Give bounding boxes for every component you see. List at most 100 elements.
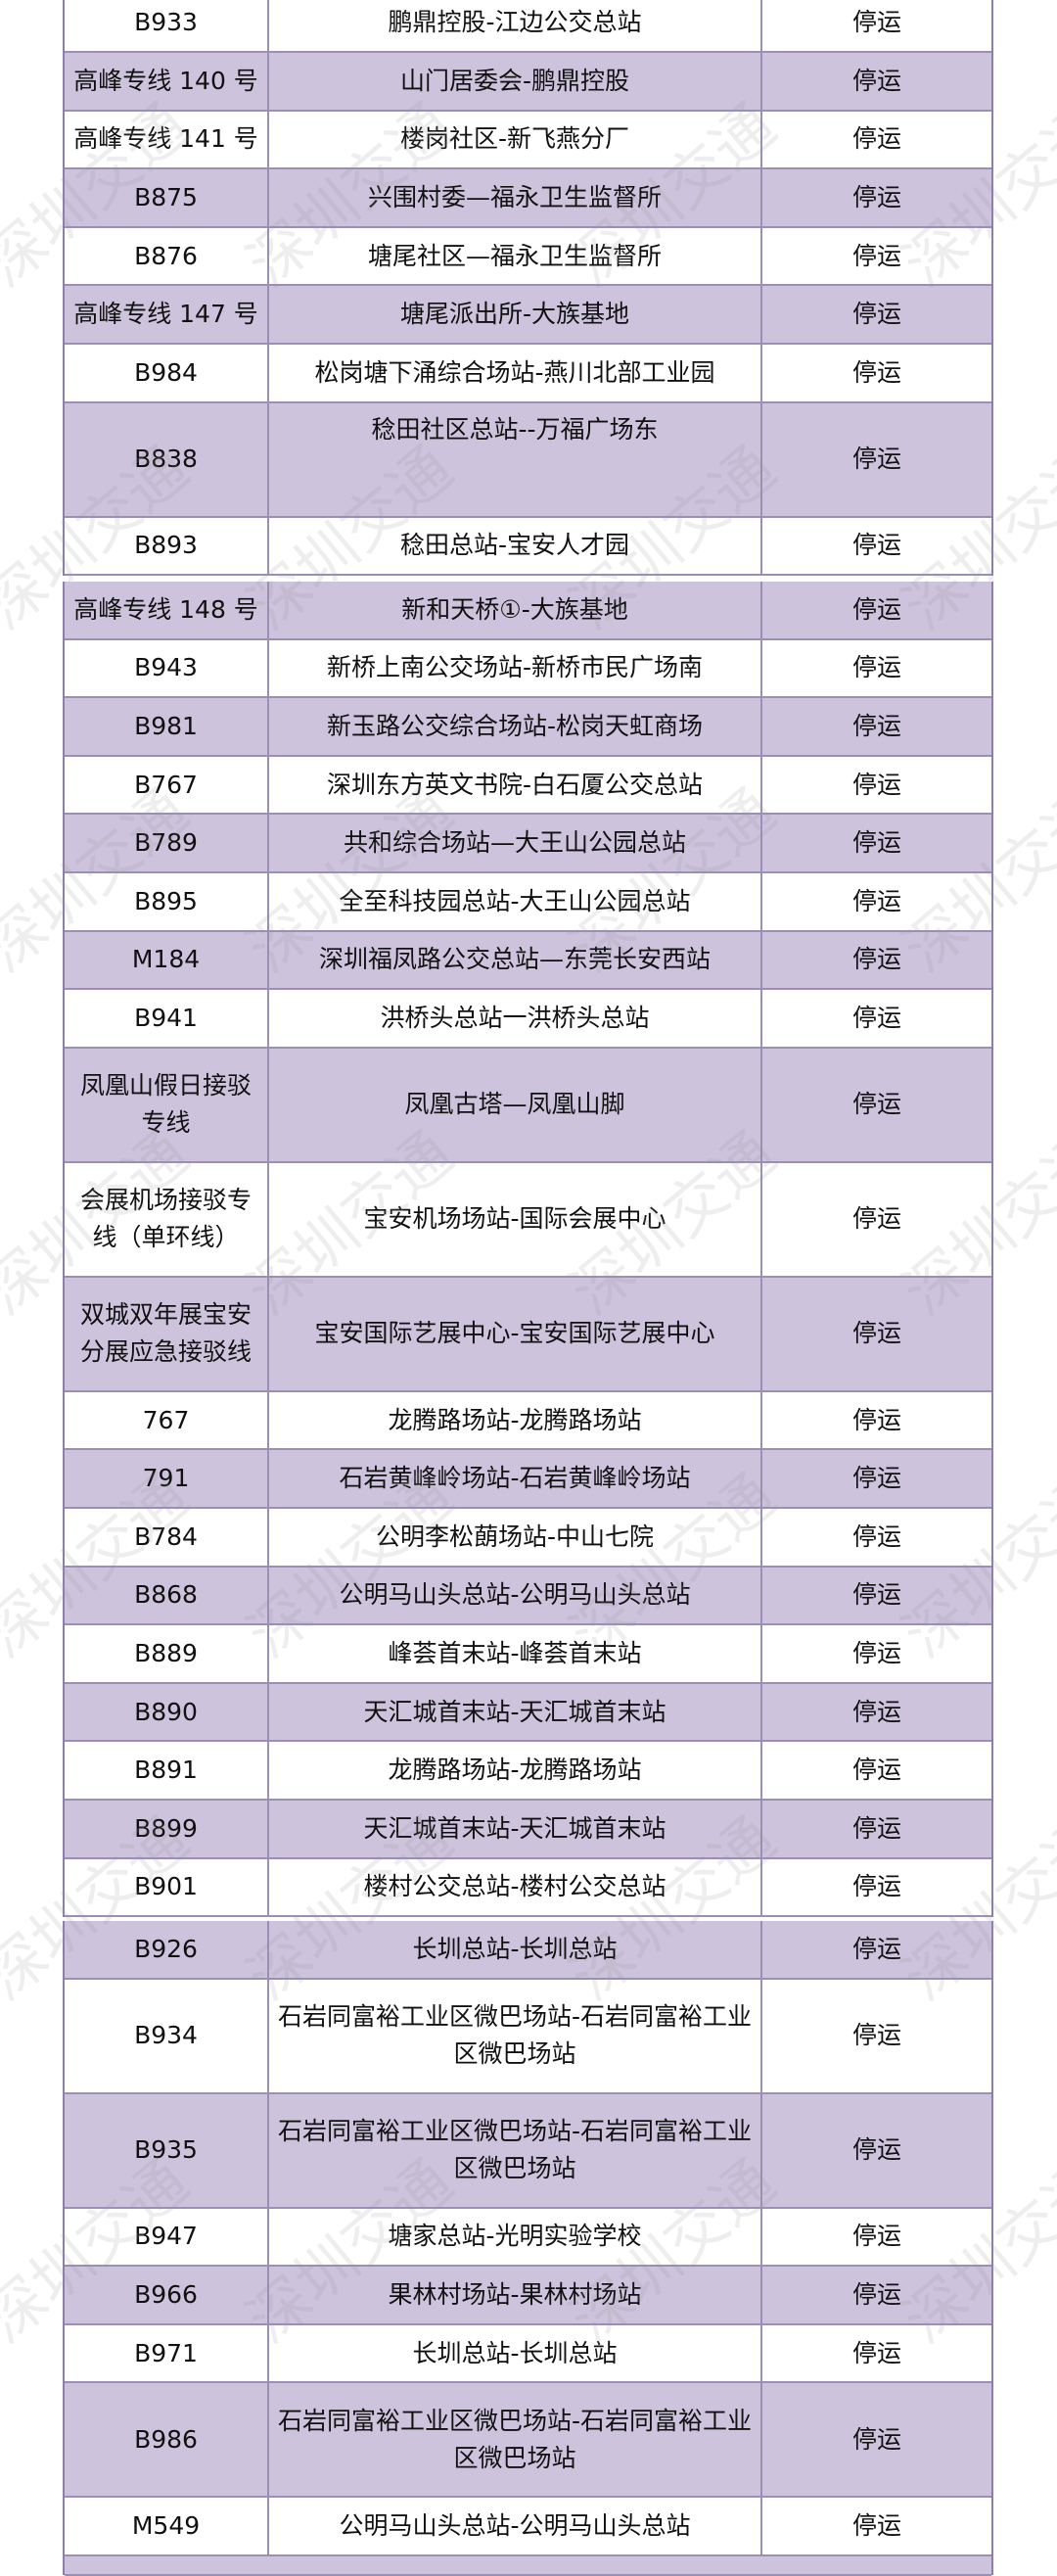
status-cell: 停运 <box>851 1813 901 1843</box>
route-cell: B947 <box>65 2208 269 2266</box>
table-row: B926 长圳总站-长圳总站 停运 <box>65 1921 991 1980</box>
status-cell: 停运 <box>851 1756 901 1785</box>
stops-cell: 天汇城首末站-天汇城首末站 <box>269 1683 762 1741</box>
stops-cell: 塘家总站-光明实验学校 <box>269 2208 762 2266</box>
route-cell: B933 <box>65 0 269 51</box>
route-cell: B875 <box>65 169 269 226</box>
route-cell: B876 <box>65 227 269 285</box>
status-cell: 停运 <box>851 1464 901 1493</box>
table-row: B784 公明李松蓢场站-中山七院 停运 <box>65 1508 991 1568</box>
stops-cell: 凤凰古塔—凤凰山脚 <box>269 1048 762 1161</box>
table-row: 高峰专线 147 号塘尾派出所-大族基地 停运 <box>65 286 991 345</box>
status-cell: 停运 <box>851 2135 901 2165</box>
status-cell: 停运 <box>851 2511 901 2541</box>
route-cell: M184 <box>65 931 269 989</box>
stops-cell: 深圳东方英文书院-白石厦公交总站 <box>269 756 762 814</box>
stops-cell: 深圳福凤路公交总站—东莞长安西站 <box>269 931 762 989</box>
stops-cell: 山门居委会-鹏鼎控股 <box>269 53 762 110</box>
table-row: B893 稔田总站-宝安人才园 停运 <box>65 517 991 577</box>
status-cell: 停运 <box>851 124 901 154</box>
table-row: B889 峰荟首末站-峰荟首末站 停运 <box>65 1625 991 1684</box>
stops-cell: 楼村公交总站-楼村公交总站 <box>269 1858 762 1916</box>
stops-cell: 峰荟首末站-峰荟首末站 <box>269 1625 762 1682</box>
stops-cell: 松岗塘下涌综合场站-燕川北部工业园 <box>269 344 762 401</box>
table-row: B933 鹏鼎控股-江边公交总站 停运 <box>65 0 991 53</box>
stops-cell: 稔田总站-宝安人才园 <box>269 517 762 575</box>
stops-cell: 石岩同富裕工业区微巴场站-石岩同富裕工业区微巴场站 <box>269 2093 762 2207</box>
route-cell: B971 <box>65 2324 269 2382</box>
stops-cell: 塘尾派出所-大族基地 <box>269 286 762 343</box>
table-row: B789 共和综合场站—大王山公园总站 停运 <box>65 815 991 873</box>
status-cell: 停运 <box>851 2424 901 2454</box>
stops-cell: 兴围村委—福永卫生监督所 <box>269 169 762 226</box>
status-cell: 停运 <box>851 594 901 624</box>
table-row: 高峰专线 148 号新和天桥①-大族基地 停运 <box>65 582 991 640</box>
status-cell: 停运 <box>851 1405 901 1434</box>
route-cell: B889 <box>65 1625 269 1682</box>
status-cell: 停运 <box>851 945 901 974</box>
status-cell: 停运 <box>851 2021 901 2050</box>
route-cell: B784 <box>65 1508 269 1566</box>
stops-cell: 塘尾社区—福永卫生监督所 <box>269 227 762 285</box>
status-cell: 停运 <box>851 241 901 270</box>
status-cell: 停运 <box>851 711 901 740</box>
table-row: B838 稔田社区总站--万福广场东 停运 <box>65 402 991 518</box>
stops-cell: 公明马山头总站-公明马山头总站 <box>269 1567 762 1624</box>
route-cell: B789 <box>65 815 269 871</box>
route-cell: B943 <box>65 639 269 697</box>
status-cell: 停运 <box>851 1319 901 1348</box>
route-cell: B895 <box>65 872 269 930</box>
table-row: B901 楼村公交总站-楼村公交总站 停运 <box>65 1858 991 1918</box>
status-cell: 停运 <box>851 1638 901 1667</box>
stops-cell: 石岩同富裕工业区微巴场站-石岩同富裕工业区微巴场站 <box>269 1979 762 2092</box>
stops-cell: 楼岗社区-新飞燕分厂 <box>269 111 762 168</box>
table-row: B986 石岩同富裕工业区微巴场站-石岩同富裕工业区微巴场站 停运 <box>65 2383 991 2499</box>
table-row: 双城双年展宝安分展应急接驳线 宝安国际艺展中心-宝安国际艺展中心 停运 <box>65 1277 991 1392</box>
route-cell: 高峰专线 147 号 <box>65 286 269 343</box>
table-row: 高峰专线 140 号山门居委会-鹏鼎控股 停运 <box>65 53 991 112</box>
route-cell: 双城双年展宝安分展应急接驳线 <box>65 1277 269 1390</box>
stops-cell: 鹏鼎控股-江边公交总站 <box>269 0 762 51</box>
table-row <box>65 2555 991 2576</box>
route-cell: 高峰专线 148 号 <box>65 582 269 638</box>
route-cell: 791 <box>65 1450 269 1507</box>
table-section: B933 鹏鼎控股-江边公交总站 停运 高峰专线 140 号山门居委会-鹏鼎控股 停运高… <box>63 0 993 577</box>
table-row: B971 长圳总站-长圳总站 停运 <box>65 2324 991 2384</box>
status-cell: 停运 <box>851 531 901 560</box>
stops-cell: 宝安机场场站-国际会展中心 <box>269 1162 762 1276</box>
route-cell: B986 <box>65 2383 269 2497</box>
table-row: B934 石岩同富裕工业区微巴场站-石岩同富裕工业区微巴场站 停运 <box>65 1979 991 2094</box>
stops-cell: 新玉路公交综合场站-松岗天虹商场 <box>269 698 762 755</box>
table-row: M184 深圳福凤路公交总站—东莞长安西站 停运 <box>65 931 991 991</box>
status-cell: 停运 <box>851 300 901 329</box>
table-row: B981 新玉路公交综合场站-松岗天虹商场 停运 <box>65 698 991 757</box>
stops-cell: 宝安国际艺展中心-宝安国际艺展中心 <box>269 1277 762 1390</box>
table-row: B935 石岩同富裕工业区微巴场站-石岩同富裕工业区微巴场站 停运 <box>65 2093 991 2209</box>
route-cell: B899 <box>65 1800 269 1857</box>
route-cell: B941 <box>65 990 269 1047</box>
table-row: 会展机场接驳专线（单环线） 宝安机场场站-国际会展中心 停运 <box>65 1162 991 1278</box>
route-cell: B901 <box>65 1858 269 1916</box>
route-cell: B935 <box>65 2093 269 2207</box>
status-cell: 停运 <box>851 2279 901 2309</box>
stops-cell: 石岩同富裕工业区微巴场站-石岩同富裕工业区微巴场站 <box>269 2383 762 2497</box>
status-cell: 停运 <box>851 182 901 211</box>
stops-cell: 长圳总站-长圳总站 <box>269 2324 762 2382</box>
route-cell: B868 <box>65 1567 269 1624</box>
table-row: B876 塘尾社区—福永卫生监督所 停运 <box>65 227 991 287</box>
table-row: B875 兴围村委—福永卫生监督所 停运 <box>65 169 991 228</box>
route-cell: B893 <box>65 517 269 575</box>
table-row: 凤凰山假日接驳专线 凤凰古塔—凤凰山脚 停运 <box>65 1048 991 1163</box>
status-cell: 停运 <box>851 357 901 387</box>
route-cell: 凤凰山假日接驳专线 <box>65 1048 269 1161</box>
status-cell: 停运 <box>851 445 901 474</box>
table-row: 767 龙腾路场站-龙腾路场站 停运 <box>65 1391 991 1451</box>
table-row: B891 龙腾路场站-龙腾路场站 停运 <box>65 1742 991 1801</box>
table-row: B947 塘家总站-光明实验学校 停运 <box>65 2208 991 2268</box>
route-cell: B981 <box>65 698 269 755</box>
status-cell: 停运 <box>851 828 901 858</box>
status-cell: 停运 <box>851 8 901 36</box>
table-row: B943 新桥上南公交场站-新桥市民广场南 停运 <box>65 639 991 699</box>
route-cell: B926 <box>65 1921 269 1978</box>
stops-cell: 果林村场站-果林村场站 <box>269 2267 762 2323</box>
